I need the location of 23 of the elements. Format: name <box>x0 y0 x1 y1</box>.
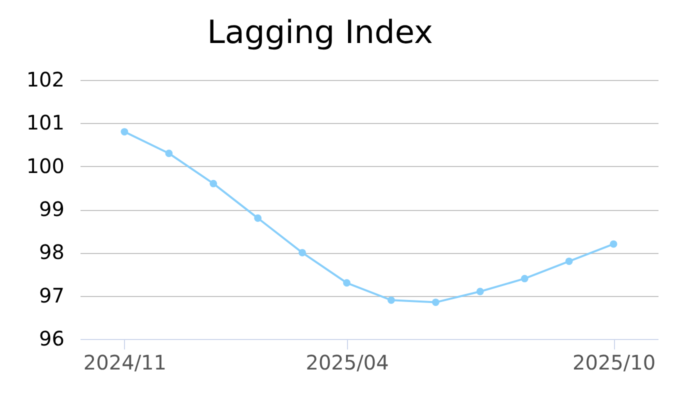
y-tick-label: 97 <box>39 283 64 308</box>
y-tick-label: 101 <box>26 110 64 135</box>
y-tick-label: 96 <box>39 326 64 350</box>
point <box>298 248 306 256</box>
point <box>432 298 440 306</box>
point <box>520 274 528 282</box>
point <box>254 214 262 222</box>
x-tick-label: 2024/11 <box>83 350 167 374</box>
y-tick-label: 102 <box>26 68 64 92</box>
x-tick-label: 2025/10 <box>572 350 656 374</box>
point <box>565 258 573 265</box>
point <box>210 180 218 188</box>
point <box>476 288 484 296</box>
point <box>165 150 173 158</box>
chart-title: Lagging Index <box>207 13 433 51</box>
y-tick-label: 100 <box>26 154 64 178</box>
point <box>343 279 350 287</box>
y-tick-label: 98 <box>39 240 64 264</box>
x-tick-label: 2025/04 <box>306 350 389 374</box>
y-tick-label: 99 <box>39 197 64 221</box>
point <box>610 240 618 248</box>
point <box>120 128 128 136</box>
point <box>388 296 395 304</box>
